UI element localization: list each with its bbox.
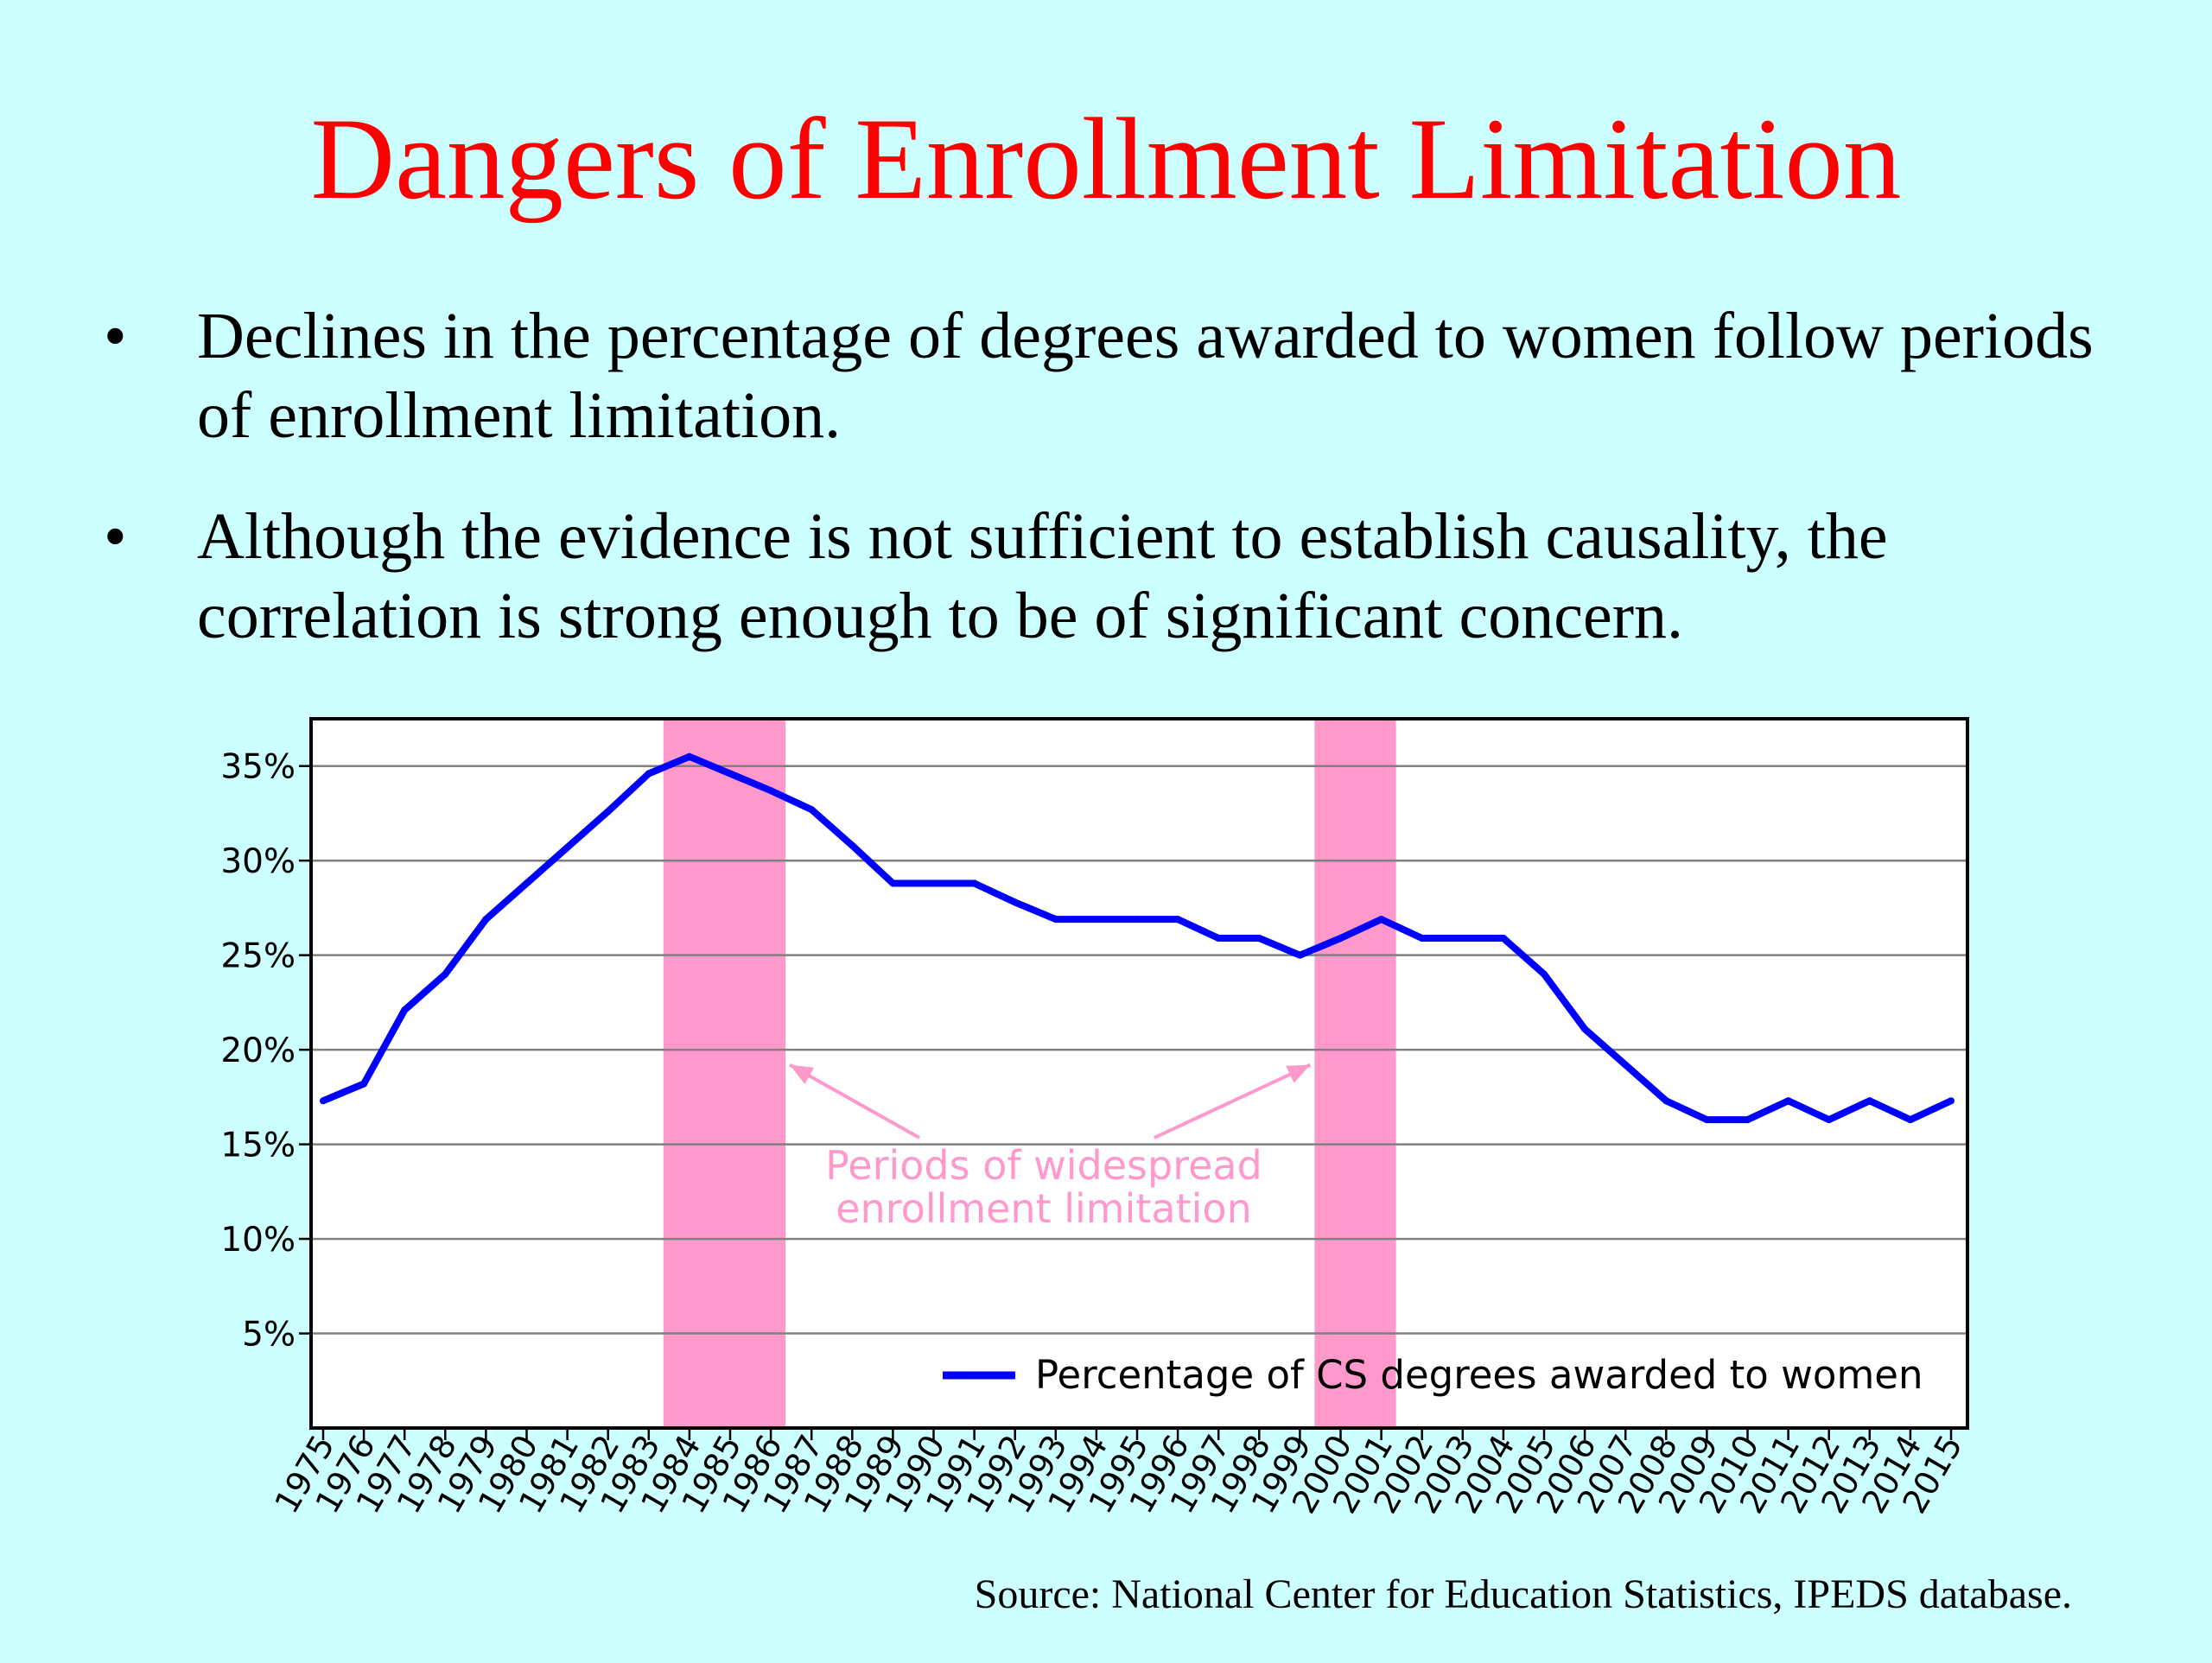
bullet-list: • Declines in the percentage of degrees … — [104, 296, 2143, 697]
data-point — [1866, 1097, 1873, 1105]
bullet-item: • Declines in the percentage of degrees … — [104, 296, 2143, 455]
series-layer — [320, 752, 1955, 1124]
y-tick-label: 5% — [242, 1316, 296, 1355]
shaded-period — [663, 719, 786, 1428]
annotation-arrow — [1154, 1063, 1312, 1139]
data-point — [889, 879, 897, 887]
source-note: Source: National Center for Education St… — [974, 1571, 2072, 1617]
data-point — [1703, 1116, 1711, 1124]
data-point — [442, 970, 449, 978]
data-point — [1948, 1097, 1955, 1105]
data-point — [482, 916, 490, 924]
y-tick-label: 10% — [220, 1221, 296, 1260]
data-point — [1581, 1025, 1589, 1033]
y-tick-label: 35% — [220, 748, 296, 787]
bullet-text: Declines in the percentage of degrees aw… — [197, 300, 2094, 452]
data-point — [1011, 898, 1019, 906]
data-point — [1052, 916, 1059, 924]
annotation-text: Periods of widespread — [825, 1142, 1262, 1189]
bullet-item: • Although the evidence is not sufficien… — [104, 497, 2143, 656]
data-point — [1255, 934, 1263, 942]
data-point — [1215, 934, 1223, 942]
data-point — [401, 1006, 409, 1014]
data-point — [808, 806, 816, 814]
data-point — [1418, 934, 1426, 942]
data-point — [320, 1097, 327, 1105]
data-point — [1622, 1061, 1630, 1069]
data-point — [360, 1080, 368, 1088]
data-point — [1784, 1097, 1792, 1105]
plot-frame — [309, 717, 1969, 1430]
data-point — [1337, 934, 1344, 942]
annotation-arrowhead — [790, 1064, 815, 1084]
data-point — [1499, 934, 1507, 942]
slide-title: Dangers of Enrollment Limitation — [310, 95, 1902, 224]
annotation-arrowhead — [1286, 1064, 1311, 1083]
y-axis-ticks: 5% 10% 15% 20% 25% 30% 35% — [220, 748, 311, 1355]
x-axis-ticks: 1975197619771978197919801981198219831984… — [267, 1428, 1970, 1520]
data-point — [727, 770, 734, 778]
data-point — [1459, 934, 1466, 942]
y-tick-label: 15% — [220, 1127, 296, 1165]
data-point — [1825, 1116, 1833, 1124]
annotation-arrow — [789, 1063, 920, 1139]
bullet-text: Although the evidence is not sufficient … — [197, 500, 1888, 652]
data-point — [563, 843, 571, 851]
grid-lines — [311, 765, 1967, 1335]
legend: Percentage of CS degrees awarded to wome… — [943, 1352, 1923, 1398]
y-tick-label: 25% — [220, 937, 296, 976]
data-point — [930, 879, 938, 887]
data-point — [849, 841, 856, 849]
annotation-text: enrollment limitation — [836, 1185, 1251, 1232]
shaded-period — [1314, 719, 1396, 1428]
y-tick-label: 20% — [220, 1031, 296, 1070]
shaded-periods — [663, 719, 1396, 1428]
y-tick-label: 30% — [220, 842, 296, 881]
data-point — [1906, 1116, 1914, 1124]
data-point — [1541, 970, 1548, 978]
data-point — [1092, 916, 1100, 924]
data-point — [1134, 916, 1141, 924]
bullet-dot: • — [104, 500, 127, 573]
data-point — [970, 879, 978, 887]
data-point — [523, 879, 531, 887]
bullet-dot: • — [104, 300, 127, 372]
data-point — [1174, 916, 1182, 924]
data-point — [767, 787, 775, 795]
legend-label: Percentage of CS degrees awarded to wome… — [1035, 1352, 1923, 1398]
data-point — [1744, 1116, 1751, 1124]
data-point — [1662, 1097, 1670, 1105]
data-point — [645, 770, 652, 778]
data-point — [604, 808, 612, 816]
data-point — [1296, 951, 1304, 959]
data-point — [1377, 916, 1385, 924]
data-point — [685, 752, 693, 760]
plot-area — [311, 719, 1967, 1428]
